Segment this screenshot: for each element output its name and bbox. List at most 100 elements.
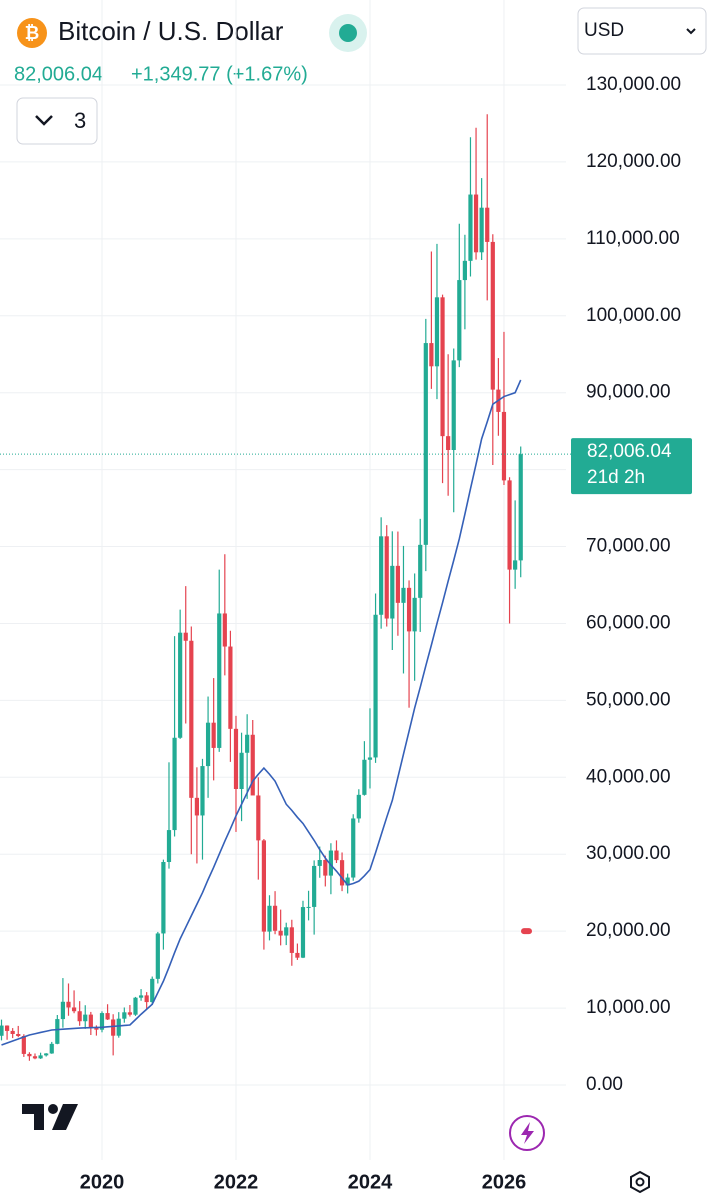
y-tick-label: 0.00 [586, 1074, 623, 1095]
candle-body [323, 860, 328, 876]
y-tick-label: 60,000.00 [586, 612, 671, 633]
candle-body [446, 436, 451, 450]
candle-body [468, 194, 473, 261]
candle-body [211, 722, 216, 748]
x-tick-label: 2022 [214, 1171, 259, 1193]
candle-body [116, 1018, 121, 1036]
candle-body [272, 905, 278, 931]
candle-body [66, 1001, 71, 1008]
candle-body [390, 565, 395, 619]
candle-body [71, 1007, 77, 1012]
candle-body [345, 877, 350, 886]
candle-body [284, 927, 289, 936]
candle-body [485, 207, 490, 242]
candle-body [406, 587, 412, 632]
candle-body [32, 1056, 38, 1059]
y-tick-label: 40,000.00 [586, 766, 671, 787]
y-tick-label: 30,000.00 [586, 843, 671, 864]
candle-body [16, 1034, 21, 1036]
candle-body [183, 632, 188, 641]
candle-body [451, 360, 456, 450]
candle-body [194, 797, 200, 816]
y-tick-label: 90,000.00 [586, 382, 671, 403]
x-tick-label: 2026 [482, 1171, 527, 1193]
candle-body [94, 1027, 99, 1030]
candle-body [418, 544, 423, 598]
candle-body [317, 860, 322, 866]
candle-body [250, 734, 255, 796]
candle-body [423, 343, 428, 545]
candle-body [150, 978, 155, 1003]
candle-body [166, 830, 172, 862]
candle-body [217, 613, 222, 748]
candle-body [356, 794, 361, 819]
candle-body [339, 860, 345, 886]
candle-body [138, 995, 144, 998]
bitcoin-symbol: ₿ [25, 23, 40, 43]
candle-body [373, 614, 378, 758]
bitcoin-icon [17, 18, 47, 48]
moving-average-line [1, 379, 522, 1046]
candle-body [384, 536, 389, 619]
candle-body [189, 640, 194, 798]
candle-body [278, 930, 283, 936]
candle-body [490, 241, 495, 390]
candle-body [49, 1043, 54, 1054]
indicator-toggle[interactable] [16, 97, 98, 145]
header-change: +1,349.77 (+1.67%) [131, 63, 308, 85]
candle-body [289, 927, 294, 953]
candle-body [267, 905, 272, 932]
candle-body [4, 1025, 10, 1031]
lightning-icon [521, 1122, 534, 1144]
candle-body [295, 952, 300, 958]
candle-body [38, 1055, 43, 1059]
last-price-label: 82,006.04 [587, 441, 672, 462]
candle-body [395, 565, 400, 603]
candle-body [88, 1014, 93, 1027]
chevron [686, 28, 696, 35]
alert-marker [521, 928, 532, 935]
candle-body [178, 632, 183, 738]
candle-body [55, 1019, 60, 1044]
y-tick-label: 100,000.00 [586, 305, 681, 326]
candle-body [501, 411, 507, 481]
candle-body [44, 1053, 49, 1056]
y-tick-label: 70,000.00 [586, 536, 671, 557]
candle-body [328, 850, 333, 876]
candle-body [434, 297, 440, 367]
candle-body [127, 1012, 133, 1015]
y-tick-label: 20,000.00 [586, 920, 671, 941]
candle-body [161, 862, 166, 934]
candle-body [479, 207, 484, 253]
countdown-label: 21d 2h [587, 467, 645, 488]
plot-area: 0.00 10,000.00 20,000.00 30,000.00 40,000.00… [0, 0, 692, 1193]
y-tick-label: 110,000.00 [586, 228, 680, 249]
tradingview-logo [22, 1104, 78, 1130]
candle-body [507, 480, 512, 570]
y-tick-label: 50,000.00 [586, 689, 671, 710]
candle-body [256, 795, 261, 841]
candle-body [60, 1001, 66, 1020]
candle-body [233, 728, 239, 789]
y-tick-label: 130,000.00 [586, 74, 681, 95]
candle-body [133, 997, 138, 1015]
candle-body [261, 840, 267, 932]
candle-body [222, 613, 227, 647]
candle-body [457, 280, 462, 361]
candle-body [367, 757, 373, 760]
currency-select[interactable] [577, 7, 707, 55]
candle-body [312, 865, 317, 907]
candle-body [513, 560, 518, 570]
chart-title: Bitcoin / U.S. Dollar [58, 16, 284, 46]
settings-button[interactable] [630, 1170, 650, 1194]
candle-body [306, 906, 311, 908]
market-status-dot [339, 24, 357, 42]
candle-body [105, 1013, 110, 1020]
settings-icon [635, 1177, 645, 1187]
x-tick-label: 2020 [80, 1171, 125, 1193]
y-tick-label: 120,000.00 [586, 151, 681, 172]
indicator-count: 3 [74, 108, 86, 133]
candle-body [155, 933, 160, 979]
candle-body [462, 260, 467, 281]
